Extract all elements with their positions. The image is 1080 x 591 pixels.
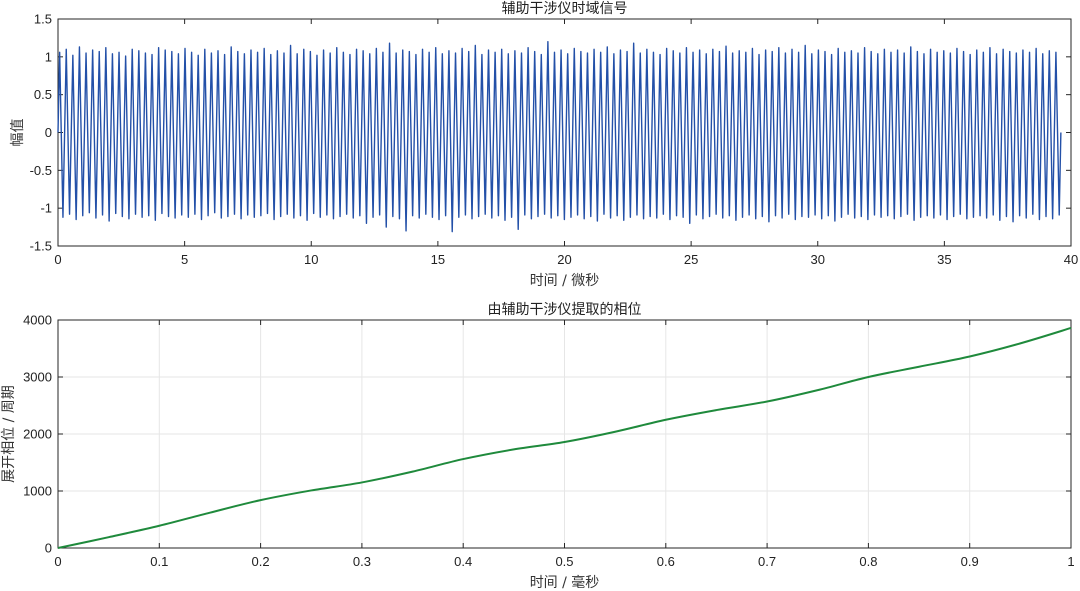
- phase-plot: 0 0.1 0.2 0.3 0.4 0.5 0.6 0.7 0.8 0.9 1 0 1000 2000 30…: [1, 302, 1075, 591]
- x-tick-label: 0.6: [657, 554, 675, 569]
- x-tick-label: 0.9: [961, 554, 979, 569]
- y-tick-label: -1.5: [30, 239, 52, 254]
- x-tick-label: 1: [1067, 554, 1074, 569]
- x-tick-label: 20: [557, 252, 571, 267]
- x-tick-label: 0.4: [454, 554, 472, 569]
- x-tick-label: 0.5: [555, 554, 573, 569]
- x-axis-label: 时间 / 微秒: [530, 273, 600, 289]
- x-tick-label: 10: [304, 252, 318, 267]
- y-tick-label: -0.5: [30, 163, 52, 178]
- x-tick-label: 0.1: [150, 554, 168, 569]
- x-tick-label: 0.8: [859, 554, 877, 569]
- y-tick-label: 3000: [23, 370, 52, 385]
- chart-title: 由辅助干涉仪提取的相位: [488, 302, 642, 318]
- x-tick-label: 35: [937, 252, 951, 267]
- x-tick-label: 0: [54, 252, 61, 267]
- y-tick-label: 0.5: [34, 87, 52, 102]
- x-tick-label: 40: [1064, 252, 1078, 267]
- y-tick-label: 0: [45, 541, 52, 556]
- time-domain-plot: 0 5 10 15 20 25 30 35 40 -1.5 -1 -0.5 0 0.5 1 1.5 辅助干涉仪时…: [10, 1, 1078, 289]
- x-tick-label: 0.3: [353, 554, 371, 569]
- y-tick-label: 1000: [23, 484, 52, 499]
- x-tick-label: 25: [684, 252, 698, 267]
- x-tick-label: 0.7: [758, 554, 776, 569]
- y-tick-label: 1: [45, 49, 52, 64]
- x-tick-label: 5: [181, 252, 188, 267]
- x-tick-label: 0: [54, 554, 61, 569]
- y-axis-label: 展开相位 / 周期: [1, 385, 17, 483]
- y-tick-label: 0: [45, 125, 52, 140]
- y-axis-label: 幅值: [10, 119, 26, 147]
- x-tick-label: 30: [811, 252, 825, 267]
- x-axis-label: 时间 / 毫秒: [530, 574, 600, 591]
- chart-title: 辅助干涉仪时域信号: [502, 1, 628, 17]
- x-tick-label: 0.2: [252, 554, 270, 569]
- x-tick-label: 15: [431, 252, 445, 267]
- signal-line: [57, 41, 1062, 233]
- y-tick-label: 4000: [23, 313, 52, 328]
- y-tick-label: 2000: [23, 427, 52, 442]
- y-tick-label: 1.5: [34, 12, 52, 27]
- y-tick-label: -1: [40, 201, 52, 216]
